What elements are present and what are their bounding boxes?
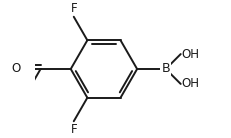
Text: B: B (161, 63, 169, 75)
Text: OH: OH (181, 77, 199, 90)
Text: O: O (11, 63, 20, 75)
Text: OH: OH (181, 48, 199, 61)
Text: F: F (70, 2, 77, 15)
Text: F: F (70, 123, 77, 136)
